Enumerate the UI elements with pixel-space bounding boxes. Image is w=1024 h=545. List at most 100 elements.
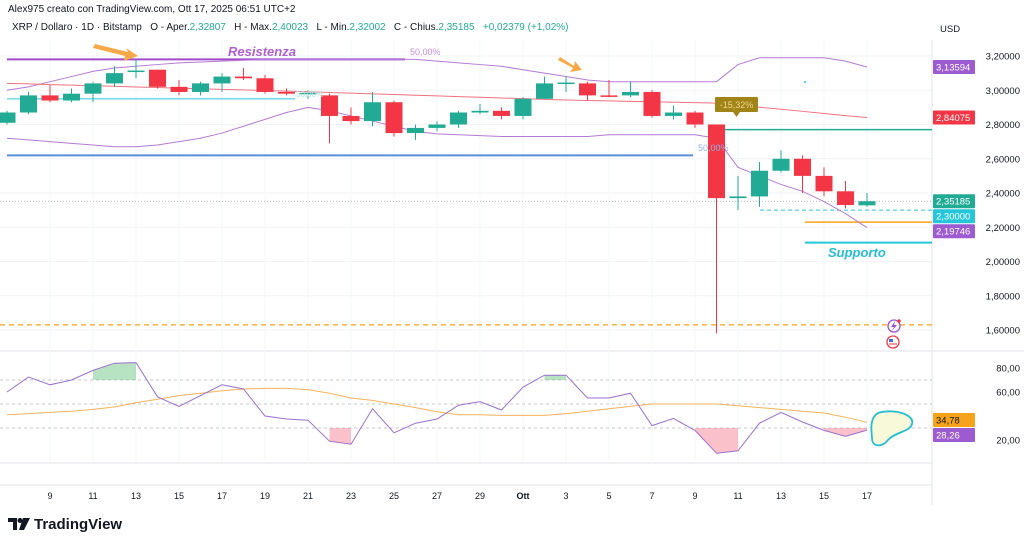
price-tick-label: 1,80000 [986,291,1020,302]
candle-body [729,196,747,199]
date-tick-label: 29 [475,491,485,501]
ohlc-legend: XRP / Dollaro · 1D · Bitstamp O - Aper.2… [12,22,569,33]
rsi-oversold-fill [824,428,867,437]
marker-dot [804,81,806,83]
date-tick-label: 15 [819,491,829,501]
date-tick-label: 15 [174,491,184,501]
candle-body [63,93,80,101]
low-value: 2,32002 [349,22,386,33]
candle-body [665,112,682,116]
candle-body [278,91,295,94]
price-tag-bg [933,224,975,239]
close-label: C - Chius. [393,22,439,33]
candle-body [708,124,725,199]
close-value: 2,35185 [438,22,475,33]
arrow-icon [93,44,138,61]
arrow-icon [558,57,582,72]
us-flag-icon[interactable] [886,335,900,349]
candle-body [84,83,102,94]
rsi-tick-label: 80,00 [996,364,1020,375]
candle-body [643,91,661,116]
date-tick-label: 17 [217,491,227,501]
price-tag-bg [933,59,975,74]
candle-body [41,95,59,101]
price-tag: 3,13594 [936,62,970,73]
candle-body [514,98,532,116]
date-tick-label: 9 [47,491,52,501]
open-label: O - Aper. [150,22,190,33]
rsi-tick-label: 60,00 [996,388,1020,399]
rsi-overbought-fill [544,375,566,380]
candle-body [385,102,403,134]
candle-body [493,110,510,116]
candle-body [342,115,360,122]
date-tick-label: 27 [432,491,442,501]
date-tick-label: 25 [389,491,399,501]
fib-label-top: 50,00% [410,47,441,57]
candle-body [0,112,16,123]
price-tag-bg [933,110,975,125]
price-tag: 2,35185 [936,197,970,208]
candle-body [170,86,188,92]
change-value: +0,02379 (+1,02%) [482,22,569,33]
rsi-tag: 28,26 [936,431,960,442]
tradingview-logo-icon [8,517,30,530]
candle-body [751,170,768,197]
price-tick-label: 2,00000 [986,257,1020,268]
lightning-icon[interactable] [887,319,901,333]
date-tick-label: 7 [649,491,654,501]
date-tick-label: 11 [733,491,742,501]
open-value: 2,32807 [189,22,226,33]
date-tick-label: Ott [517,491,530,501]
fib-label-blue: 50,00% [698,143,729,153]
support-label: Supporto [828,245,886,260]
price-tick-label: 2,80000 [986,120,1020,131]
candle-body [428,124,446,128]
resistance-label: Resistenza [228,44,296,59]
candle-body [794,158,811,176]
low-label: L - Min. [316,22,350,33]
candle-body [622,91,639,96]
candle-body [815,175,833,192]
candle-body [299,92,317,95]
drop-percent-tag: -15,32% [715,97,758,117]
date-tick-label: 23 [346,491,356,501]
price-tick-label: 1,60000 [986,326,1020,337]
candle-body [686,112,704,125]
currency-label: USD [940,24,960,35]
price-tick-label: 2,20000 [986,223,1020,234]
price-tick-label: 2,60000 [986,154,1020,165]
price-tick-label: 2,40000 [986,189,1020,200]
price-tick-label: 3,00000 [986,86,1020,97]
chart-credit: Alex975 creato con TradingView.com, Ott … [8,4,296,15]
candle-body [213,76,231,84]
date-tick-label: 5 [606,491,611,501]
candle-body [106,73,123,84]
candle-body [471,110,489,113]
candle-body [407,127,424,134]
date-tick-label: 3 [563,491,568,501]
date-tick-label: 13 [131,491,141,501]
tradingview-logo[interactable]: TradingView [8,516,122,533]
date-tick-label: 17 [862,491,872,501]
date-tick-label: 19 [260,491,270,501]
price-tag-bg [933,194,975,209]
candle-body [772,158,790,171]
candle-body [536,83,553,99]
bollinger-upper-line [6,57,868,91]
high-value: 2,40023 [271,22,309,33]
symbol-label[interactable]: XRP / Dollaro · 1D · Bitstamp [12,22,142,33]
rsi-line [6,362,868,454]
date-tick-label: 11 [88,491,97,501]
candle-body [235,76,252,79]
candle-body [321,95,338,116]
rsi-ma-line [6,387,868,423]
fib-label-mid: 50,00% [296,90,323,99]
price-tag: 2,84075 [936,113,970,124]
date-tick-label: 13 [776,491,786,501]
candle-body [192,83,209,92]
rsi-tick-label: 20,00 [996,436,1020,447]
price-tag-bg [933,209,975,224]
